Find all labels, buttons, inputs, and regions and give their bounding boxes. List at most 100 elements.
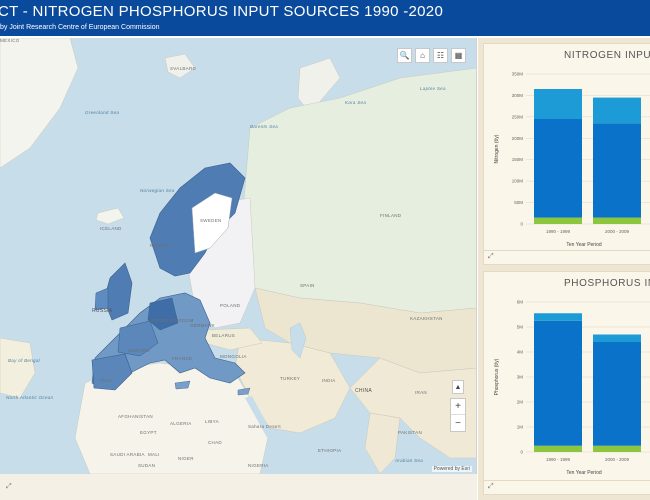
map-toolbar: 🔍 ⌂ ☷ ▦ [397, 48, 466, 63]
nitrogen-chart: 0 50M 100M 150M 200M 250M 300M 350M Nitrogen (t/… [494, 72, 650, 248]
map-label: PAKISTAN [398, 430, 422, 435]
map-label: IRAN [415, 390, 427, 395]
map-label: CHINA [355, 388, 373, 394]
map-label: Laptev Sea [420, 86, 446, 91]
zoom-in-button[interactable]: + [451, 399, 465, 415]
y-tick-label: 3M [517, 375, 524, 380]
y-tick-label: 50M [514, 200, 523, 205]
y-tick-label: 200M [512, 136, 524, 141]
y-axis-title: Phosphorus (t/y) [494, 358, 500, 395]
map-label: North Atlantic Ocean [6, 395, 54, 400]
bar-segment [593, 334, 641, 342]
y-tick-label: 150M [512, 157, 524, 162]
map-label: EGYPT [140, 430, 157, 435]
bar-segment [593, 123, 641, 218]
app-subtitle: by Joint Research Centre of European Com… [0, 24, 160, 31]
layer-list-tool-button[interactable]: ☷ [433, 48, 448, 63]
y-tick-label: 2M [517, 400, 524, 405]
compass-button[interactable]: ▲ [452, 380, 464, 394]
map-label: NORWAY [150, 243, 172, 248]
map-label: UNITED KINGDOM [150, 318, 194, 323]
y-tick-label: 100M [512, 179, 524, 184]
map-label: Norwegian Sea [140, 188, 175, 193]
map-label: Kara Sea [345, 100, 367, 105]
bar-segment [534, 313, 582, 321]
expand-icon[interactable]: ⤢ [488, 483, 494, 490]
map-label: MALI [148, 452, 160, 457]
zoom-out-button[interactable]: − [455, 417, 461, 429]
map-label: AFGHANISTAN [118, 414, 153, 419]
map-label: Bay of Bengal [8, 358, 40, 363]
y-tick-label: 5M [517, 325, 524, 330]
map-basemap [0, 38, 476, 474]
map-label: ITALY [100, 378, 114, 383]
map-attribution[interactable]: Powered by Esri [431, 466, 472, 472]
bar-segment [534, 119, 582, 218]
y-tick-label: 1M [517, 425, 524, 430]
y-tick-label: 6M [517, 300, 524, 305]
map-label: Greenland Sea [85, 110, 120, 115]
map-label: MEXICO [0, 38, 20, 43]
bar-segment [593, 445, 641, 452]
expand-icon[interactable]: ⤢ [6, 483, 12, 490]
map-label: SAUDI ARABIA [110, 452, 145, 457]
search-tool-button[interactable]: 🔍 [397, 48, 412, 63]
expand-icon[interactable]: ⤢ [488, 253, 494, 260]
map-footer: ⤢ [0, 474, 477, 500]
map-label: GERMANY [190, 323, 215, 328]
bar-segment [593, 342, 641, 446]
zoom-control: + − [450, 398, 466, 432]
x-tick-label: 1990 - 1999 [546, 229, 571, 234]
map-label: Sahara Desert [248, 424, 281, 429]
map-label: UKRAINE [128, 348, 151, 353]
map-label: POLAND [220, 303, 241, 308]
app-header: CT - NITROGEN PHOSPHORUS INPUT SOURCES 1… [0, 0, 650, 36]
bar-segment [593, 217, 641, 224]
map-label: INDIA [322, 378, 336, 383]
phosphorus-panel: PHOSPHORUS INPUT 0 1M 2M 3M 4M 5M 6M Phosphorus… [483, 271, 650, 495]
map-label: Barents Sea [250, 124, 279, 129]
app-title: CT - NITROGEN PHOSPHORUS INPUT SOURCES 1… [0, 3, 444, 20]
map-label: SWEDEN [200, 218, 222, 223]
map-label: SPAIN [300, 283, 315, 288]
map-view[interactable]: SVALBARD Greenland Sea Kara Sea Laptev Sea B… [0, 38, 477, 474]
bar-segment [534, 89, 582, 119]
y-tick-label: 250M [512, 114, 524, 119]
y-tick-label: 300M [512, 93, 524, 98]
phosphorus-chart: 0 1M 2M 3M 4M 5M 6M Phosphorus (t/y) Ten Year Pe… [494, 300, 650, 476]
x-tick-label: 1990 - 1999 [546, 457, 571, 462]
home-tool-button[interactable]: ⌂ [415, 48, 430, 63]
map-label: NIGERIA [248, 463, 269, 468]
map-label: SVALBARD [170, 66, 197, 71]
bar-segment [534, 217, 582, 224]
map-label: FINLAND [380, 213, 402, 218]
bar-segment [593, 97, 641, 124]
x-axis-title: Ten Year Period [566, 242, 602, 248]
map-label: Arabian Sea [395, 458, 424, 463]
y-tick-label: 0 [520, 450, 523, 455]
x-axis-title: Ten Year Period [566, 470, 602, 476]
bar-segment [534, 445, 582, 452]
map-label: MONGOLIA [220, 354, 247, 359]
map-label: LIBYA [205, 419, 219, 424]
y-tick-label: 350M [512, 72, 524, 77]
y-axis-title: Nitrogen (t/y) [494, 134, 500, 163]
y-tick-label: 0 [520, 222, 523, 227]
y-tick-label: 4M [517, 350, 524, 355]
map-label: RUSSIA [92, 308, 113, 314]
map-label: ETHIOPIA [318, 448, 342, 453]
map-label: KAZAKHSTAN [410, 316, 443, 321]
map-label: NIGER [178, 456, 194, 461]
map-label: ICELAND [100, 226, 122, 231]
map-label: TURKEY [280, 376, 301, 381]
nitrogen-panel: NITROGEN INPUT 0 50M 100M 150M 200M 250M 300M 3… [483, 43, 650, 265]
nitrogen-panel-title: NITROGEN INPUT [564, 50, 650, 61]
map-label: FRANCE [172, 356, 193, 361]
basemap-gallery-tool-button[interactable]: ▦ [451, 48, 466, 63]
map-label: ALGERIA [170, 421, 192, 426]
map-label: SUDAN [138, 463, 156, 468]
x-tick-label: 2000 - 2009 [605, 229, 630, 234]
bar-segment [534, 320, 582, 446]
x-tick-label: 2000 - 2009 [605, 457, 630, 462]
chart-column: NITROGEN INPUT 0 50M 100M 150M 200M 250M 300M 3… [478, 38, 650, 500]
